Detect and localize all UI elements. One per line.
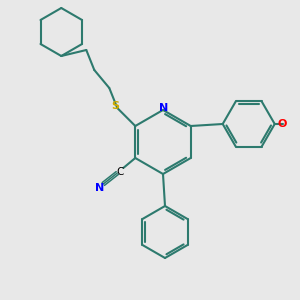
Text: O: O bbox=[278, 119, 287, 129]
Text: S: S bbox=[111, 101, 119, 111]
Text: N: N bbox=[159, 103, 169, 113]
Text: C: C bbox=[117, 167, 124, 177]
Text: N: N bbox=[95, 183, 104, 193]
